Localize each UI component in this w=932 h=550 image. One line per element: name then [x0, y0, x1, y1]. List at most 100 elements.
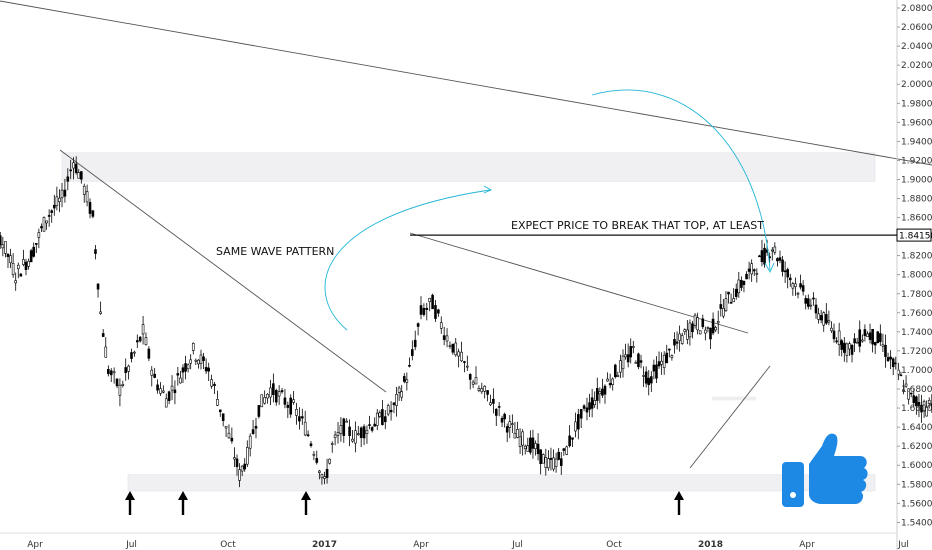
candle-body [348, 426, 351, 436]
x-tick-label: 2017 [312, 540, 337, 550]
candle-body [224, 425, 228, 429]
curved-arrow-right [591, 89, 771, 271]
candle-body [66, 176, 70, 182]
candle-body [665, 352, 669, 364]
candle-body [356, 433, 360, 436]
candle-body [345, 420, 348, 423]
candle-body [817, 313, 820, 320]
y-tick-label: 1.56000 [901, 499, 932, 509]
candle-body [480, 388, 484, 393]
candle-body [791, 283, 795, 289]
same-wave-label: SAME WAVE PATTERN [216, 245, 334, 258]
y-tick-label: 1.96000 [901, 118, 932, 128]
candle-body [529, 437, 532, 453]
candle-body [386, 405, 390, 415]
candle-body [167, 391, 171, 401]
candle-body [582, 405, 586, 409]
candle-body [130, 352, 133, 359]
candle-body [474, 376, 478, 385]
candle-body [431, 294, 434, 310]
candle-body [613, 364, 617, 378]
candle-body [411, 349, 414, 356]
candle-body [260, 394, 264, 408]
candle-body [686, 329, 689, 340]
candle-body [693, 314, 697, 326]
candle-body [752, 269, 756, 272]
candle-body [647, 377, 651, 386]
candle-body [494, 408, 498, 416]
candle-body [342, 418, 346, 436]
candle-body [243, 463, 247, 470]
y-tick-label: 1.80000 [901, 271, 932, 281]
arrow-up-icon [125, 491, 135, 500]
candle-body [778, 257, 782, 261]
candle-body [88, 202, 92, 214]
candle-body [863, 329, 867, 336]
candle-body [323, 476, 326, 479]
candle-body [639, 360, 643, 363]
candle-body [855, 341, 859, 344]
candle-body [709, 327, 712, 340]
candle-body [799, 283, 802, 288]
candle-body [843, 342, 846, 353]
candle-body [395, 394, 398, 406]
candle-body [889, 356, 892, 360]
candle-body [513, 432, 517, 439]
candle-body [213, 383, 216, 386]
candle-body [773, 246, 777, 253]
candle-body [565, 446, 569, 455]
candle-body [621, 355, 625, 370]
candle-body [861, 339, 864, 342]
candle-body [306, 434, 310, 437]
y-tick-label: 1.70000 [901, 366, 932, 376]
candle-body [873, 342, 877, 346]
y-tick-label: 2.02000 [901, 61, 932, 71]
candle-body [124, 367, 128, 373]
candle-body [696, 317, 699, 331]
x-tick-label: Jul [125, 540, 137, 550]
candle-body [109, 370, 113, 376]
candle-body [840, 340, 844, 350]
candle-body [246, 447, 249, 465]
thumbs-up-dot [790, 492, 796, 498]
candle-body [199, 354, 203, 364]
candle-body [283, 397, 287, 405]
candle-body [562, 448, 566, 451]
candle-body [626, 354, 630, 363]
candle-body [164, 398, 168, 408]
candle-body [202, 356, 205, 361]
candle-body [716, 321, 720, 324]
candle-body [368, 424, 371, 426]
candle-body [351, 438, 354, 442]
candle-body [734, 288, 738, 297]
candle-body [907, 388, 910, 400]
candle-body [549, 458, 553, 460]
candle-body [541, 454, 545, 464]
candle-body [170, 385, 174, 391]
candle-body [147, 348, 151, 359]
candle-body [809, 304, 813, 307]
candle-body [904, 383, 908, 387]
x-tick-label: Oct [606, 540, 622, 550]
candle-body [680, 335, 684, 344]
candle-body [714, 327, 717, 331]
candle-body [266, 393, 269, 399]
candle-body [740, 279, 743, 288]
candle-body [303, 421, 307, 436]
candle-body [619, 360, 622, 373]
candle-body [704, 329, 707, 334]
candle-body [724, 298, 728, 311]
candle-body [408, 364, 411, 367]
candle-body [688, 322, 692, 338]
candle-body [711, 318, 715, 334]
y-tick-label: 1.92000 [901, 156, 932, 166]
candle-body [328, 458, 331, 464]
candle-body [879, 333, 882, 343]
candle-body [101, 333, 105, 337]
candle-body [437, 309, 440, 314]
candle-body [186, 364, 190, 370]
candle-body [737, 279, 741, 294]
candle-body [159, 388, 162, 394]
candle-body [24, 261, 28, 270]
candle-body [240, 465, 244, 472]
